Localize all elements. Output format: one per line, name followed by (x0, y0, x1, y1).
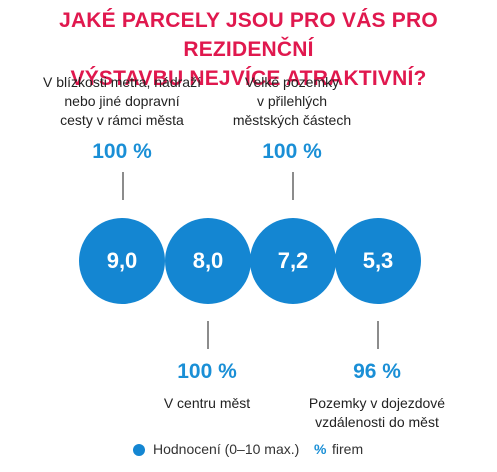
title-line-1: JAKÉ PARCELY JSOU PRO VÁS PRO REZIDENČNÍ (59, 9, 438, 61)
legend-percent-label: firem (332, 441, 364, 457)
item-3-label-line-3: městských částech (232, 112, 352, 128)
item-1-circle: 9,0 (79, 218, 165, 304)
item-3-percent: 100 % (262, 140, 322, 163)
item-1-label-line-1: V blízkosti metra, nádraží (43, 74, 201, 90)
item-1-label: V blízkosti metra, nádraží nebo jiné dop… (32, 73, 212, 130)
item-1-rating: 9,0 (106, 248, 138, 273)
item-2-rating: 8,0 (192, 248, 224, 273)
legend-circle-icon (133, 444, 145, 456)
legend: Hodnocení (0–10 max.) % firem (0, 441, 497, 461)
legend-rating-label: Hodnocení (0–10 max.) (153, 441, 300, 457)
item-2-label-line-1: V centru měst (163, 395, 251, 411)
chart-title: JAKÉ PARCELY JSOU PRO VÁS PRO REZIDENČNÍ… (0, 6, 497, 93)
item-3-circle: 7,2 (250, 218, 336, 304)
item-3-rating: 7,2 (277, 248, 309, 273)
item-4-stem (377, 321, 379, 349)
item-4-label-line-1: Pozemky v dojezdové (308, 395, 446, 411)
item-2-stem (207, 321, 209, 349)
item-1-label-line-2: nebo jiné dopravní (64, 93, 180, 109)
item-4-label: Pozemky v dojezdové vzdálenosti do měst (287, 394, 467, 432)
item-2-circle: 8,0 (165, 218, 251, 304)
item-2-percent: 100 % (177, 360, 237, 383)
item-1-label-line-3: cesty v rámci města (60, 112, 184, 128)
item-3-label: Velké pozemky v přilehlých městských čás… (212, 73, 372, 130)
item-3-label-line-1: Velké pozemky (244, 74, 340, 90)
title-line-2: VÝSTAVBU NEJVÍCE ATRAKTIVNÍ? (70, 67, 427, 90)
legend-percent-symbol: % (314, 441, 327, 457)
item-1-percent: 100 % (92, 140, 152, 163)
item-1-stem (122, 172, 124, 200)
item-4-label-line-2: vzdálenosti do měst (315, 414, 439, 430)
item-4-percent: 96 % (353, 360, 401, 383)
item-2-label: V centru měst (127, 394, 287, 413)
item-3-label-line-2: v přilehlých (256, 93, 328, 109)
item-3-stem (292, 172, 294, 200)
item-4-rating: 5,3 (362, 248, 394, 273)
item-4-circle: 5,3 (335, 218, 421, 304)
